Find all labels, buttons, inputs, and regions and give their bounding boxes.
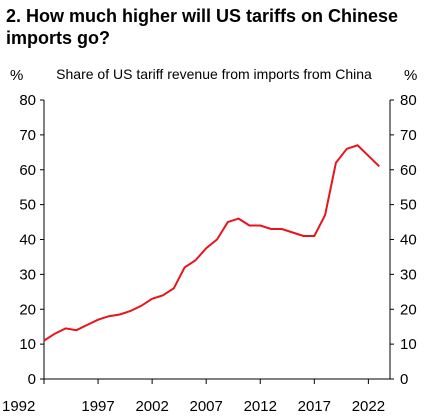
chart-subtitle: Share of US tariff revenue from imports … [56, 66, 372, 82]
x-tick-label: 2012 [244, 398, 277, 415]
left-y-tick-label: 60 [19, 162, 36, 179]
right-y-tick-label: 50 [400, 197, 417, 214]
x-tick-label: 1997 [81, 398, 114, 415]
x-tick-label: 2002 [135, 398, 168, 415]
left-y-tick-label: 40 [19, 232, 36, 249]
left-y-tick-label: 70 [19, 127, 36, 144]
x-tick-label: 2007 [190, 398, 223, 415]
left-y-tick-label: 0 [28, 371, 36, 388]
right-y-tick-label: 10 [400, 336, 417, 353]
x-tick-label: 2022 [352, 398, 385, 415]
right-y-tick-label: 20 [400, 301, 417, 318]
tick-labels: 0 0 10 10 20 20 30 30 40 40 50 50 60 60 70 70 80 80 1992 19… [2, 92, 417, 415]
right-y-tick-label: 70 [400, 127, 417, 144]
axes [40, 99, 394, 384]
left-axis-unit: % [10, 67, 23, 84]
left-y-tick-label: 20 [19, 301, 36, 318]
x-tick-label: 1992 [2, 398, 35, 415]
series-line [43, 144, 380, 342]
right-y-tick-label: 40 [400, 232, 417, 249]
right-y-tick-label: 80 [400, 92, 417, 109]
right-y-tick-label: 60 [400, 162, 417, 179]
x-tick-label: 2017 [298, 398, 331, 415]
left-y-tick-label: 10 [19, 336, 36, 353]
right-axis-unit: % [404, 67, 417, 84]
left-y-tick-label: 50 [19, 197, 36, 214]
left-y-tick-label: 80 [19, 92, 36, 109]
right-y-tick-label: 0 [400, 371, 408, 388]
right-y-tick-label: 30 [400, 266, 417, 283]
chart-title: 2. How much higher will US tariffs on Ch… [6, 6, 399, 48]
left-y-tick-label: 30 [19, 266, 36, 283]
